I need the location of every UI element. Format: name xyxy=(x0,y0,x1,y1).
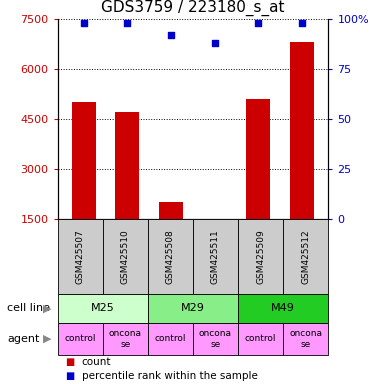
Point xyxy=(81,20,87,26)
Text: agent: agent xyxy=(7,334,40,344)
Bar xyxy=(148,294,238,323)
Bar xyxy=(103,323,148,355)
Bar xyxy=(115,113,139,269)
Text: M49: M49 xyxy=(271,303,295,313)
Text: GSM425508: GSM425508 xyxy=(166,229,175,284)
Bar xyxy=(290,43,314,269)
Text: GSM425507: GSM425507 xyxy=(76,229,85,284)
Text: ▶: ▶ xyxy=(43,334,51,344)
Text: GSM425510: GSM425510 xyxy=(121,229,130,284)
Text: control: control xyxy=(64,334,96,343)
Point xyxy=(299,20,305,26)
Text: ■: ■ xyxy=(65,357,74,367)
Point xyxy=(124,20,130,26)
Bar xyxy=(238,219,283,294)
Title: GDS3759 / 223180_s_at: GDS3759 / 223180_s_at xyxy=(101,0,285,17)
Bar xyxy=(246,99,270,269)
Bar xyxy=(283,219,328,294)
Text: M25: M25 xyxy=(91,303,115,313)
Text: count: count xyxy=(82,357,111,367)
Text: percentile rank within the sample: percentile rank within the sample xyxy=(82,371,257,381)
Text: oncona
se: oncona se xyxy=(109,329,142,349)
Bar xyxy=(193,219,238,294)
Bar xyxy=(103,219,148,294)
Text: control: control xyxy=(245,334,276,343)
Bar xyxy=(203,249,227,269)
Bar xyxy=(58,294,148,323)
Text: GSM425512: GSM425512 xyxy=(301,229,310,284)
Bar xyxy=(58,323,103,355)
Bar xyxy=(72,103,96,269)
Bar xyxy=(193,323,238,355)
Text: ■: ■ xyxy=(65,371,74,381)
Text: oncona
se: oncona se xyxy=(199,329,232,349)
Point xyxy=(256,20,262,26)
Text: GSM425511: GSM425511 xyxy=(211,229,220,284)
Bar xyxy=(58,219,103,294)
Text: oncona
se: oncona se xyxy=(289,329,322,349)
Point xyxy=(212,40,218,46)
Bar xyxy=(238,323,283,355)
Text: cell line: cell line xyxy=(7,303,50,313)
Bar xyxy=(283,323,328,355)
Point xyxy=(168,32,174,38)
Text: GSM425509: GSM425509 xyxy=(256,229,265,284)
Bar xyxy=(148,323,193,355)
Text: control: control xyxy=(155,334,186,343)
Bar xyxy=(148,219,193,294)
Text: M29: M29 xyxy=(181,303,205,313)
Bar xyxy=(159,202,183,269)
Text: ▶: ▶ xyxy=(43,303,51,313)
Bar xyxy=(238,294,328,323)
